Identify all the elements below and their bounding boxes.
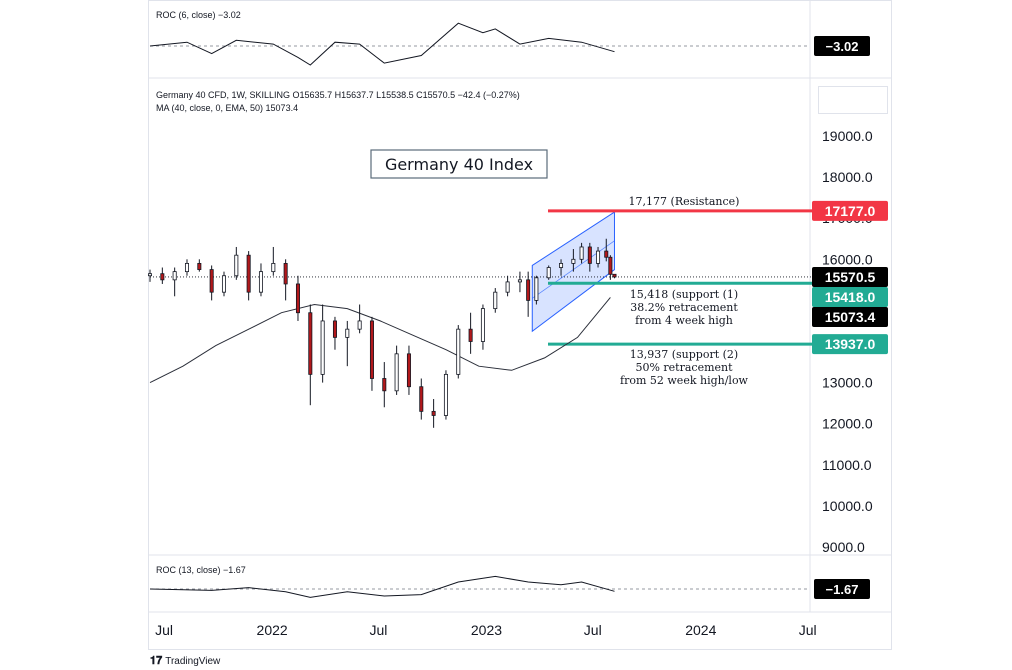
price-tag — [812, 334, 888, 355]
price-tag-label: 15073.4 — [825, 309, 876, 325]
candle-up — [320, 320, 325, 375]
candle-down — [308, 312, 313, 375]
roc-bottom-legend: ROC (13, close) −1.67 — [156, 565, 246, 575]
price-tag-label: 15570.5 — [825, 269, 876, 285]
chart-title: Germany 40 Index — [385, 155, 533, 174]
tradingview-logo-icon: 𝟏𝟕 — [150, 655, 163, 667]
candle-down — [295, 283, 300, 314]
candle-up — [505, 281, 510, 293]
candle-down — [369, 320, 374, 379]
brand-name: TradingView — [165, 656, 221, 667]
candle-up — [271, 263, 276, 273]
candle-up — [579, 246, 584, 260]
y-tick-label: 11000.0 — [822, 457, 872, 473]
candle-up — [147, 273, 152, 277]
x-tick-label: Jul — [369, 622, 387, 638]
ma-legend: MA (40, close, 0, EMA, 50) 15073.4 — [156, 103, 298, 113]
svg-text:−1.67: −1.67 — [826, 582, 859, 597]
x-tick-label: Jul — [584, 622, 602, 638]
roc-top-value-tag: −3.02 — [814, 36, 870, 56]
support1-annotation-line2: 38.2% retracement — [630, 301, 738, 314]
support1-annotation-line3: from 4 week high — [635, 314, 733, 327]
y-tick-label: 13000.0 — [822, 375, 873, 391]
svg-text:−3.02: −3.02 — [826, 39, 859, 54]
candle-up — [234, 254, 239, 277]
candle-up — [221, 275, 226, 293]
support2-annotation-line1: 13,937 (support (2) — [630, 348, 738, 361]
support2-annotation-line2: 50% retracement — [635, 361, 733, 374]
y-tick-label: 10000.0 — [822, 498, 873, 514]
symbol-legend: Germany 40 CFD, 1W, SKILLING O15635.7 H1… — [156, 90, 520, 100]
ema-40-line — [149, 297, 611, 384]
price-tag-label: 13937.0 — [825, 336, 876, 352]
candle-down — [431, 410, 436, 416]
candle-down — [419, 386, 424, 412]
candle-down — [382, 378, 387, 392]
candle-down — [526, 279, 531, 301]
price-tag — [812, 200, 888, 221]
candle-down — [612, 273, 617, 278]
tradingview-watermark: 𝟏𝟕 TradingView — [150, 655, 220, 668]
candle-up — [571, 258, 576, 264]
chart-plot-area: 19000.018000.017000.016000.015000.014000… — [147, 22, 888, 638]
price-tag-label: 17177.0 — [825, 203, 876, 219]
y-tick-label: 19000.0 — [822, 128, 873, 144]
y-tick-label: 16000.0 — [822, 251, 873, 267]
candle-up — [517, 279, 522, 283]
candle-down — [587, 246, 592, 264]
candle-down — [608, 256, 613, 275]
candle-up — [394, 353, 399, 392]
candle-up — [596, 250, 601, 264]
price-tag — [812, 286, 888, 307]
candle-down — [604, 250, 609, 258]
y-tick-label: 18000.0 — [822, 169, 873, 185]
candle-up — [493, 291, 498, 310]
candle-down — [209, 269, 214, 293]
candle-up — [480, 308, 485, 342]
roc-bottom-value-tag: −1.67 — [814, 579, 870, 599]
candle-up — [559, 263, 564, 268]
candle-up — [357, 320, 362, 330]
candle-down — [246, 254, 251, 293]
support2-annotation-line3: from 52 week high/low — [620, 374, 749, 387]
candle-up — [443, 373, 448, 416]
support1-annotation-line1: 15,418 (support (1) — [630, 288, 738, 301]
candle-up — [546, 267, 551, 279]
price-scale-settings-button[interactable] — [818, 86, 888, 114]
candle-down — [197, 263, 202, 270]
candle-up — [345, 328, 350, 338]
candle-down — [283, 263, 288, 285]
candle-up — [534, 277, 539, 301]
y-tick-label: 9000.0 — [822, 539, 865, 555]
title-box — [370, 149, 548, 179]
candle-up — [172, 271, 177, 281]
price-tag — [812, 306, 888, 327]
x-tick-label: 2023 — [471, 622, 502, 638]
roc-13-line — [149, 575, 615, 598]
candle-down — [332, 320, 337, 338]
price-tag — [812, 266, 888, 287]
roc-top-legend: ROC (6, close) −3.02 — [156, 10, 241, 20]
candle-down — [468, 328, 473, 342]
price-tag-label: 15418.0 — [825, 289, 876, 305]
chart-frame — [148, 0, 892, 650]
candle-up — [184, 263, 189, 273]
resistance-annotation: 17,177 (Resistance) — [629, 195, 740, 208]
x-tick-label: Jul — [799, 622, 817, 638]
x-tick-label: Jul — [155, 622, 173, 638]
x-tick-label: 2024 — [685, 622, 716, 638]
candle-up — [258, 271, 263, 293]
candle-down — [406, 353, 411, 388]
roc-6-line — [149, 22, 615, 66]
candle-up — [456, 328, 461, 375]
y-tick-label: 12000.0 — [822, 416, 873, 432]
x-tick-label: 2022 — [257, 622, 288, 638]
candle-down — [160, 273, 165, 281]
